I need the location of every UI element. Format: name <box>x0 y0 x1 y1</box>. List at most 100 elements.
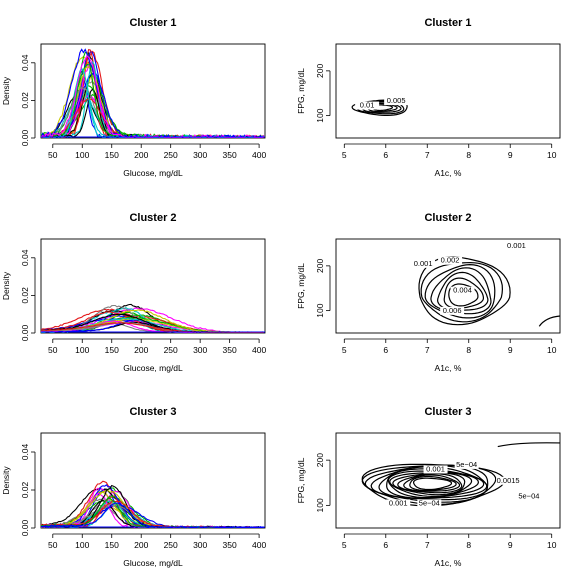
contour-line <box>448 283 479 307</box>
x-axis-label: Glucose, mg/dL <box>123 168 183 178</box>
x-tick-label: 100 <box>75 540 89 550</box>
contour-label-bg <box>384 97 409 106</box>
y-tick-label: 0.04 <box>20 54 30 71</box>
x-tick-label: 50 <box>48 150 58 160</box>
x-tick-label: 8 <box>466 540 471 550</box>
contour-line <box>497 442 560 448</box>
plot-area <box>41 303 265 333</box>
y-tick-label: 100 <box>315 108 325 122</box>
density-curve <box>41 51 265 138</box>
x-axis-label: Glucose, mg/dL <box>123 363 183 373</box>
contour-label: 0.002 <box>441 256 460 265</box>
plot-area: 0.001 5e−04 0.0015 5e−04 0.001 5e−04 <box>361 442 560 508</box>
x-tick-label: 250 <box>164 540 178 550</box>
panel-title: Cluster 2 <box>129 212 176 224</box>
x-tick-label: 8 <box>466 345 471 355</box>
plot-area <box>41 480 265 528</box>
x-tick-label: 300 <box>193 150 207 160</box>
x-tick-label: 150 <box>105 345 119 355</box>
x-tick-label: 150 <box>105 540 119 550</box>
contour-label-bg <box>438 256 463 265</box>
x-tick-label: 10 <box>547 150 557 160</box>
y-tick-label: 0.04 <box>20 443 30 460</box>
y-tick-label: 0.02 <box>20 481 30 498</box>
x-tick-label: 50 <box>48 540 58 550</box>
contour-label-bg <box>355 101 380 110</box>
x-axis-label: Glucose, mg/dL <box>123 558 183 568</box>
x-axis-label: A1c, % <box>435 363 462 373</box>
x-tick-label: 10 <box>547 540 557 550</box>
panel-density-1: Cluster 1 50 100 150 200 250 300 350 400 Glucose,… <box>1 17 266 178</box>
panel-title: Cluster 3 <box>129 406 176 418</box>
panel-title: Cluster 3 <box>424 406 471 418</box>
density-curve <box>41 50 265 138</box>
contour-label-bg <box>411 259 436 268</box>
contour-line <box>436 271 489 311</box>
plot-frame <box>335 432 561 529</box>
x-tick-label: 9 <box>508 345 513 355</box>
x-tick-label: 5 <box>342 345 347 355</box>
x-axis-label: A1c, % <box>435 168 462 178</box>
plot-frame <box>335 43 561 139</box>
x-tick-label: 5 <box>342 150 347 160</box>
y-tick-label: 0.00 <box>20 129 30 146</box>
panel-bivariate-1: Cluster 1 5 6 7 8 9 10 A1c, % 100 200 FPG, mg/dL 0.… <box>296 17 561 178</box>
x-tick-label: 400 <box>252 150 266 160</box>
y-axis-label: Density <box>1 466 11 495</box>
y-axis-label: Density <box>1 76 11 105</box>
contour-label: 0.001 <box>414 259 433 268</box>
x-tick-label: 7 <box>425 345 430 355</box>
plot-frame <box>335 238 561 334</box>
x-tick-label: 200 <box>134 540 148 550</box>
contour-line <box>409 475 457 491</box>
density-curve <box>41 502 264 528</box>
plot-frame <box>40 432 266 529</box>
panel-density-2: Cluster 2 50 100 150 200 250 300 350 400 Glucose,… <box>1 212 266 373</box>
x-tick-label: 100 <box>75 345 89 355</box>
y-tick-label: 200 <box>315 63 325 77</box>
contour-label: 0.005 <box>387 96 406 105</box>
x-tick-label: 400 <box>252 540 266 550</box>
x-tick-label: 7 <box>425 540 430 550</box>
contour-label-bg <box>504 241 529 250</box>
contour-label-bg <box>440 306 465 315</box>
panel-bivariate-2: Cluster 2 5 6 7 8 9 10 A1c, % 100 200 FPG, mg/dL 0.… <box>296 212 561 373</box>
y-tick-label: 0.00 <box>20 519 30 536</box>
y-tick-label: 100 <box>315 498 325 512</box>
x-tick-label: 200 <box>134 150 148 160</box>
contour-label: 5e−04 <box>456 460 477 469</box>
contour-line <box>418 256 511 326</box>
y-tick-label: 0.02 <box>20 92 30 109</box>
contour-label-bg <box>417 499 442 508</box>
x-tick-label: 6 <box>383 540 388 550</box>
y-tick-label: 100 <box>315 303 325 317</box>
contour-line <box>397 473 463 494</box>
contour-line <box>443 277 484 309</box>
x-tick-label: 6 <box>383 345 388 355</box>
contour-label-bg <box>496 476 521 485</box>
y-tick-label: 200 <box>315 453 325 467</box>
x-tick-label: 5 <box>342 540 347 550</box>
y-axis-label: FPG, mg/dL <box>296 263 306 309</box>
x-tick-label: 250 <box>164 345 178 355</box>
x-tick-label: 9 <box>508 540 513 550</box>
y-tick-label: 0.02 <box>20 287 30 304</box>
contour-label: 5e−04 <box>419 498 440 507</box>
x-tick-label: 350 <box>223 540 237 550</box>
panel-title: Cluster 1 <box>424 17 471 29</box>
contour-line <box>386 468 485 499</box>
panel-density-3: Cluster 3 50 100 150 200 250 300 350 400 Glucose,… <box>1 406 266 568</box>
y-axis-label: Density <box>1 271 11 300</box>
x-tick-label: 10 <box>547 345 557 355</box>
x-tick-label: 150 <box>105 150 119 160</box>
contour-label: 0.01 <box>360 101 375 110</box>
y-axis-label: FPG, mg/dL <box>296 68 306 114</box>
x-tick-label: 300 <box>193 345 207 355</box>
y-tick-label: 0.00 <box>20 324 30 341</box>
density-curve <box>41 55 265 138</box>
contour-label: 0.006 <box>443 306 462 315</box>
x-tick-label: 50 <box>48 345 58 355</box>
plot-area <box>41 48 265 138</box>
plot-area: 0.001 0.001 0.002 0.004 0.006 <box>411 241 560 327</box>
